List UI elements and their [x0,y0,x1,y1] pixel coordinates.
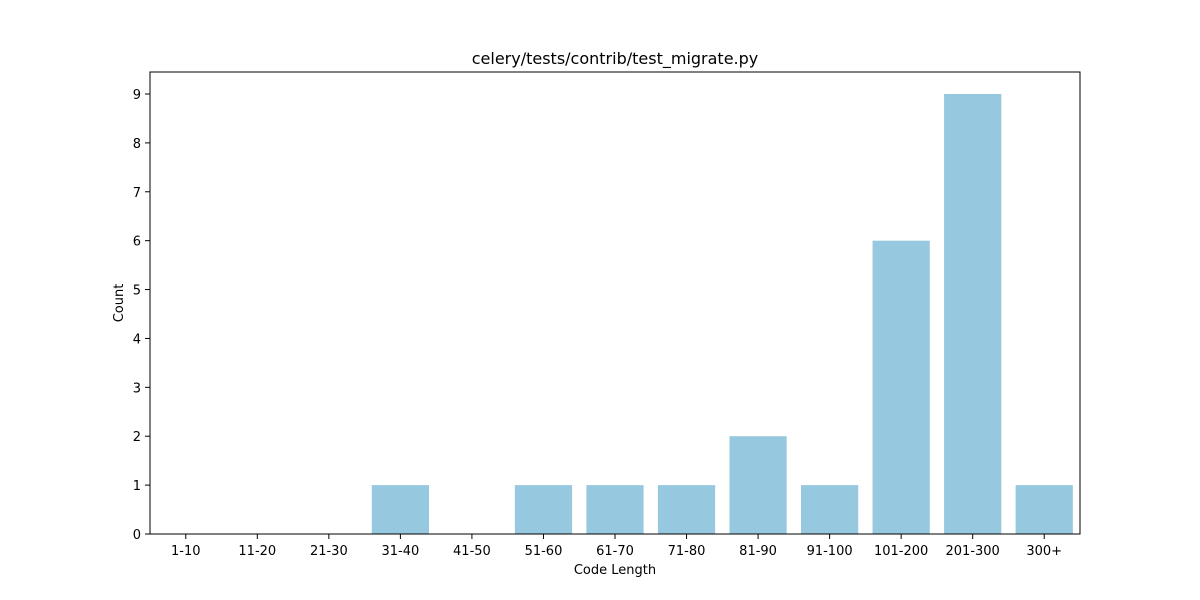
bar-51-60 [514,485,573,534]
y-tick-label: 8 [133,137,141,152]
x-tick-label: 201-300 [946,544,1000,559]
x-tick-label: 51-60 [525,544,563,559]
bar-81-90 [729,436,787,534]
bar-61-70 [586,485,644,534]
y-tick-label: 9 [133,88,141,103]
y-tick-label: 0 [133,528,141,543]
x-axis-label: Code Length [574,563,656,578]
bar-91-100 [801,485,859,534]
x-tick-label: 1-10 [171,544,201,559]
y-tick-label: 7 [133,186,141,201]
y-tick-label: 2 [133,430,141,445]
y-tick-label: 6 [133,235,141,250]
bars-group [371,94,1073,535]
chart-title: celery/tests/contrib/test_migrate.py [472,49,759,69]
bar-31-40 [371,485,429,534]
bar-201-300 [944,94,1002,534]
y-tick-label: 1 [133,479,141,494]
y-axis: 0 1 2 3 4 5 6 7 8 9 [133,88,150,543]
y-tick-label: 4 [133,332,141,347]
y-tick-label: 5 [133,284,141,299]
x-tick-label: 71-80 [668,544,706,559]
x-tick-label: 21-30 [310,544,348,559]
bar-71-80 [657,485,716,534]
y-axis-label: Count [112,284,127,323]
y-tick-label: 3 [133,381,141,396]
plot-frame [149,71,1081,535]
x-axis: 1-10 11-20 21-30 31-40 41-50 51-60 61-70 71-80 8… [171,534,1062,559]
bar-300+ [1015,485,1073,534]
x-tick-label: 81-90 [739,544,777,559]
x-tick-label: 300+ [1026,544,1062,559]
x-tick-label: 31-40 [381,544,419,559]
x-tick-label: 11-20 [238,544,276,559]
x-tick-label: 91-100 [807,544,853,559]
x-tick-label: 101-200 [874,544,928,559]
x-tick-label: 41-50 [453,544,491,559]
x-tick-label: 61-70 [596,544,634,559]
bar-101-200 [872,240,930,535]
